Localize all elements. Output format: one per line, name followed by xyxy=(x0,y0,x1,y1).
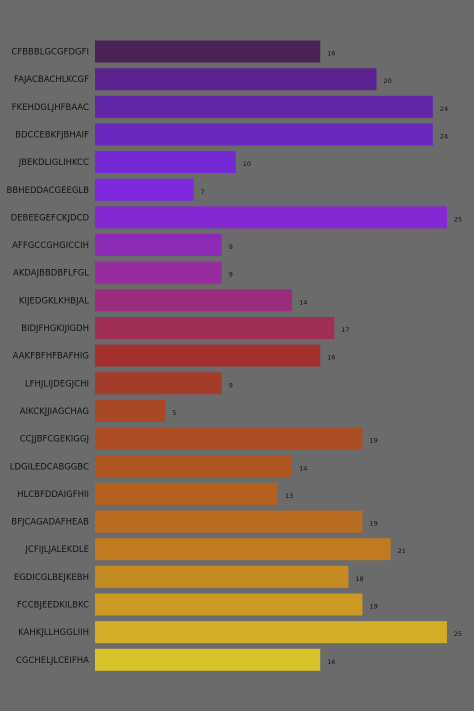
bar-bbheddacgeeglb xyxy=(95,178,194,201)
value-label: 19 xyxy=(369,437,377,445)
bar-debeegefckjdcd xyxy=(95,206,447,229)
bar-kahkjllhggliih xyxy=(95,621,447,644)
bar-hlcbfddaigfhii xyxy=(95,482,278,505)
value-label: 13 xyxy=(285,492,293,500)
category-label: JCFIJLJALEKDLE xyxy=(24,545,89,555)
bar-fkehdgljhfbaac xyxy=(95,95,433,118)
value-label: 14 xyxy=(299,464,307,472)
category-label: EGDICGLBEJKEBH xyxy=(14,573,89,583)
bar-aikckjjiagchag xyxy=(95,399,166,422)
value-label: 7 xyxy=(201,188,205,196)
bar-bidjfhgkijigdh xyxy=(95,317,335,339)
bar-fajacbachlkcgf xyxy=(95,68,377,91)
value-label: 17 xyxy=(341,326,349,334)
category-label: BFJCAGADAFHEAB xyxy=(11,518,89,528)
bar-cfbbblgcgfdgfi xyxy=(95,40,321,63)
value-label: 20 xyxy=(384,77,392,85)
value-label: 9 xyxy=(229,381,233,389)
category-label: AIKCKJJIAGCHAG xyxy=(20,407,89,417)
value-label: 14 xyxy=(299,298,307,306)
value-labels-group: 16 20 24 24 10 7 25 9 9 14 17 16 9 5 19 14 13 19 21 18 19 25 1… xyxy=(172,50,462,666)
category-label: FAJACBACHLKCGF xyxy=(14,75,89,85)
category-label: KAHKJLLHGGLIIH xyxy=(18,628,89,638)
bar-jbekdliglihkcc xyxy=(95,151,236,174)
bar-egdicglbejkebh xyxy=(95,565,349,588)
category-label: LDGILEDCABGGBC xyxy=(10,462,89,472)
category-label: DEBEEGEFCKJDCD xyxy=(11,213,90,223)
bar-cgcheljlceifha xyxy=(95,648,321,671)
bar-kijedgklkhbjal xyxy=(95,289,293,312)
value-label: 25 xyxy=(454,630,462,638)
bar-ldgiledcabggbc xyxy=(95,455,293,478)
value-label: 9 xyxy=(229,271,233,279)
value-label: 9 xyxy=(229,243,233,251)
value-label: 16 xyxy=(327,658,335,666)
bar-lfhjlijdegjchi xyxy=(95,372,222,395)
category-label: CGCHELJLCEIFHA xyxy=(16,656,89,666)
bar-jcfijljalekdle xyxy=(95,538,391,561)
value-label: 24 xyxy=(440,105,448,113)
category-label: LFHJLIJDEGJCHI xyxy=(25,379,89,389)
category-label: CCJJBFCGEKIGGJ xyxy=(20,435,89,445)
category-label: CFBBBLGCGFDGFI xyxy=(11,48,89,58)
value-label: 19 xyxy=(369,520,377,528)
bar-akdajbbdbflfgl xyxy=(95,261,222,284)
bar-bdccebkfjbhaif xyxy=(95,123,433,146)
category-label: FKEHDGLJHFBAAC xyxy=(12,103,89,113)
value-label: 16 xyxy=(327,354,335,362)
bar-bfjcagadafheab xyxy=(95,510,363,533)
category-label: AFFGCCGHGICCIH xyxy=(12,241,89,251)
bars-group xyxy=(95,40,447,671)
value-label: 10 xyxy=(243,160,251,168)
category-label: AKDAJBBDBFLFGL xyxy=(13,269,89,279)
bar-aakfbfhfbafhig xyxy=(95,344,321,367)
category-label: FCCBJEEDKILBKC xyxy=(17,601,89,611)
bar-fccbjeedkilbkc xyxy=(95,593,363,616)
value-label: 24 xyxy=(440,132,448,140)
bar-ccjjbfcgekiggj xyxy=(95,427,363,450)
value-label: 16 xyxy=(327,50,335,58)
value-label: 18 xyxy=(355,575,363,583)
category-labels-group: CFBBBLGCGFDGFI FAJACBACHLKCGF FKEHDGLJHFBA… xyxy=(7,48,90,666)
category-label: BIDJFHGKIJIGDH xyxy=(21,324,89,334)
value-label: 19 xyxy=(369,603,377,611)
bar-affgccghgiccih xyxy=(95,234,222,257)
category-label: BBHEDDACGEEGLB xyxy=(7,186,90,196)
value-label: 21 xyxy=(398,547,406,555)
value-label: 25 xyxy=(454,215,462,223)
category-label: BDCCEBKFJBHAIF xyxy=(15,130,89,140)
value-label: 5 xyxy=(172,409,176,417)
category-label: JBEKDLIGLIHKCC xyxy=(18,158,89,168)
category-label: KIJEDGKLKHBJAL xyxy=(19,296,89,306)
category-label: AAKFBFHFBAFHIG xyxy=(13,352,89,362)
category-label: HLCBFDDAIGFHII xyxy=(17,490,89,500)
